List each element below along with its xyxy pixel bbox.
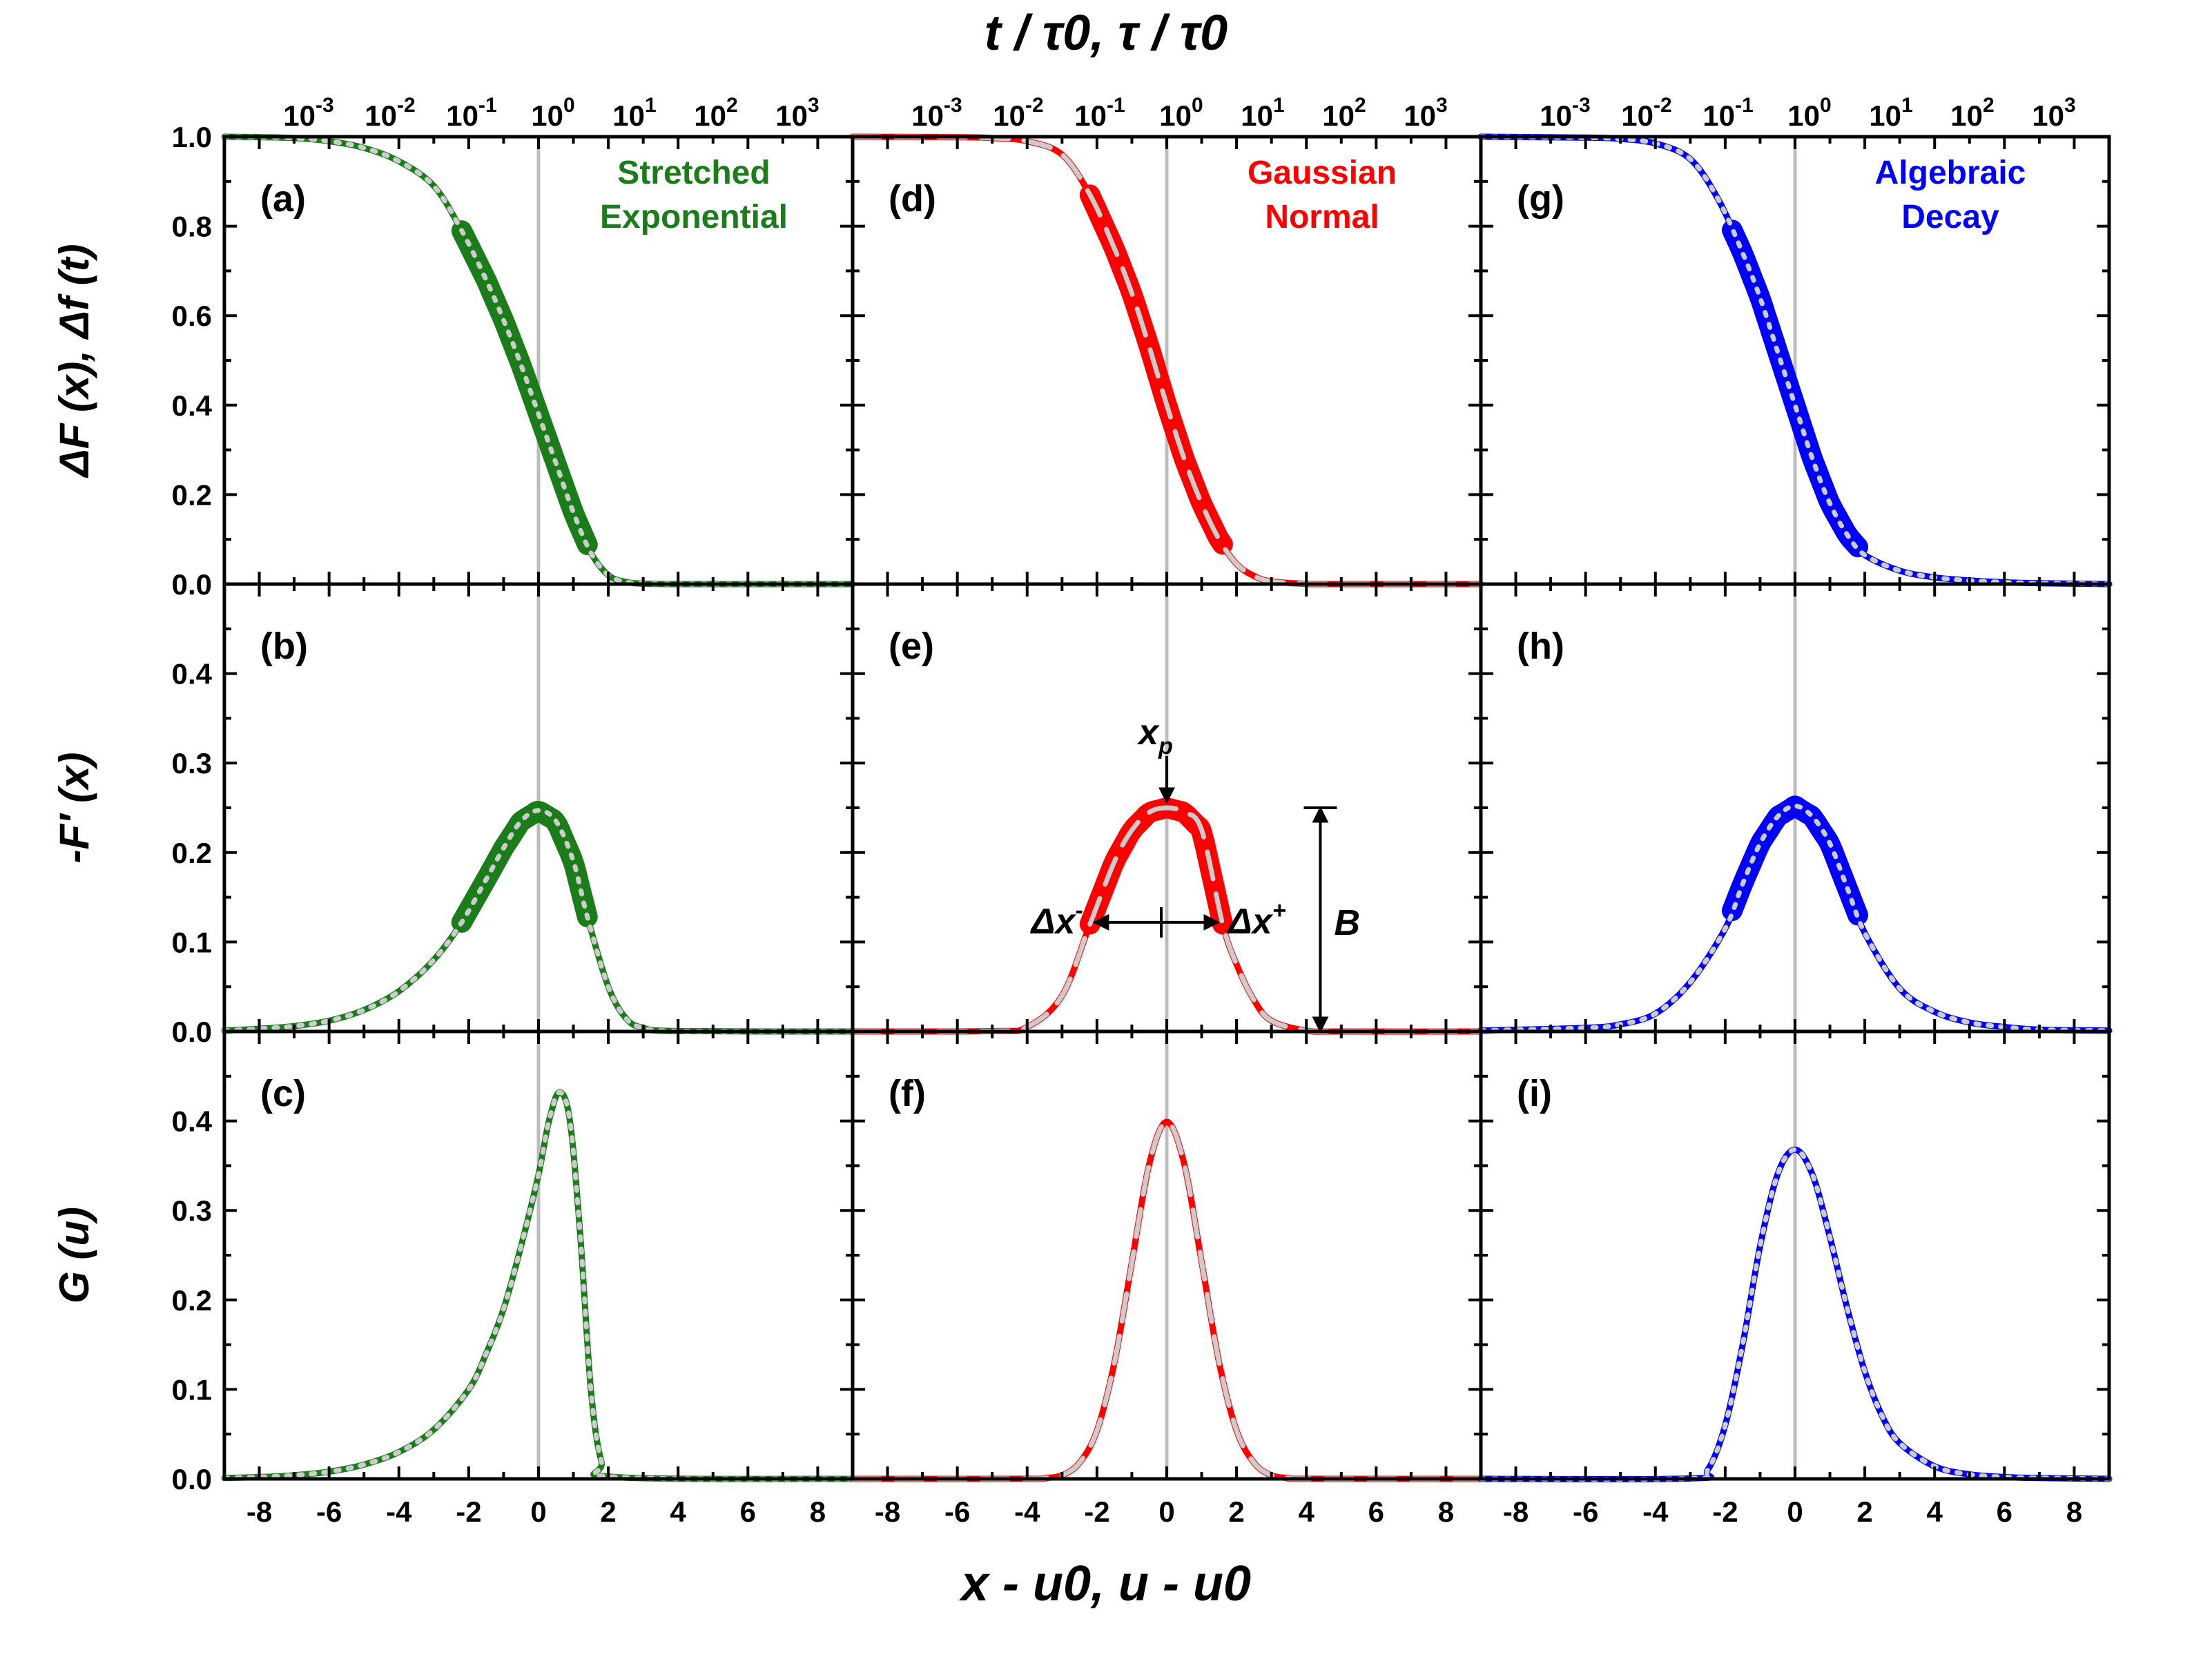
y-tick-label: 0.2 [172, 837, 212, 869]
top-tick-label: 10-2 [1621, 94, 1671, 132]
top-tick-label: 10-3 [1540, 94, 1590, 132]
y-tick-label: 0.0 [172, 1463, 212, 1495]
x-tick-label: -4 [1642, 1495, 1669, 1528]
top-tick-label: 102 [1950, 94, 1994, 132]
right-width-label: Δx+ [1227, 898, 1286, 942]
distribution-type-label-line2: Decay [1901, 199, 1999, 235]
y-tick-label: 0.3 [172, 747, 212, 779]
x-tick-label: 8 [810, 1495, 826, 1528]
fit-curve-(i) [1478, 1147, 2112, 1482]
text-labels: (a) Stretched Exponential (b) (c) -8 -6 -4 -2 0 2 4… [51, 6, 2082, 1611]
top-tick-label: 103 [1404, 94, 1447, 132]
top-tick-label: 10-1 [446, 94, 496, 132]
bottom-axis-title: x - u0, u - u0 [958, 1556, 1251, 1611]
left-width-label: Δx- [1030, 898, 1083, 942]
x-tick-label: -6 [1573, 1495, 1598, 1528]
top-tick-label: 10-1 [1702, 94, 1753, 132]
highlight-segment-(a) [451, 220, 598, 555]
y-tick-label: 0.1 [172, 1373, 212, 1406]
x-tick-label: 6 [1368, 1495, 1384, 1528]
top-axis-title: t / τ0, τ / τ0 [984, 6, 1228, 61]
top-tick-label: 101 [1241, 94, 1284, 132]
panel-label-(d): (d) [889, 178, 936, 220]
y-tick-label: 0.4 [172, 389, 213, 422]
panel-label-(e): (e) [889, 626, 934, 667]
top-tick-label: 102 [1322, 94, 1366, 132]
x-tick-label: -6 [316, 1495, 342, 1528]
top-tick-label: 10-2 [365, 94, 415, 132]
x-tick-label: 6 [740, 1495, 756, 1528]
height-label: B [1334, 903, 1360, 943]
top-tick-label: 10-2 [993, 94, 1043, 132]
x-tick-label: 0 [1158, 1495, 1174, 1528]
panel-label-(a): (a) [260, 178, 306, 220]
axes [222, 135, 2111, 1481]
distribution-type-label-line2: Normal [1265, 199, 1379, 235]
top-tick-label: 100 [531, 94, 574, 132]
distribution-type-label-line1: Algebraic [1875, 155, 2026, 191]
x-tick-label: 0 [1787, 1495, 1803, 1528]
panel-label-(h): (h) [1517, 626, 1564, 667]
y-tick-label: 0.4 [172, 1105, 213, 1138]
fit-curve-(c) [222, 1089, 855, 1482]
y-tick-label: 0.8 [172, 211, 212, 243]
top-tick-label: 101 [612, 94, 656, 132]
y-tick-label: 0.2 [172, 478, 212, 511]
panel-label-(f): (f) [889, 1073, 926, 1114]
panel-label-(b): (b) [260, 626, 308, 667]
x-tick-label: 2 [600, 1495, 616, 1528]
y-tick-label: 0.2 [172, 1284, 212, 1317]
top-tick-label: 100 [1159, 94, 1203, 132]
x-tick-label: 0 [530, 1495, 546, 1528]
y-tick-label: 0.0 [172, 568, 212, 601]
panel-label-(i): (i) [1517, 1073, 1552, 1114]
x-tick-label: 4 [1299, 1495, 1315, 1528]
x-tick-label: 8 [2066, 1495, 2082, 1528]
x-tick-label: 4 [670, 1495, 687, 1528]
fit-curve-(a) [222, 134, 855, 587]
top-tick-label: 103 [2032, 94, 2075, 132]
x-tick-label: 2 [1856, 1495, 1872, 1528]
y-axis-title: ΔF (x), Δf (t) [51, 244, 97, 478]
x-tick-label: 2 [1228, 1495, 1244, 1528]
top-tick-label: 10-3 [911, 94, 962, 132]
fit-curve-(h) [1478, 803, 2112, 1034]
x-tick-label: -6 [944, 1495, 970, 1528]
y-tick-label: 0.1 [172, 926, 212, 958]
y-tick-label: 0.3 [172, 1194, 212, 1227]
x-tick-label: -4 [1014, 1495, 1040, 1528]
panel-label-(c): (c) [260, 1073, 306, 1114]
top-tick-label: 10-3 [283, 94, 333, 132]
x-tick-label: -8 [875, 1495, 900, 1528]
panel-label-(g): (g) [1517, 178, 1564, 220]
top-tick-label: 103 [775, 94, 819, 132]
x-tick-label: -8 [1503, 1495, 1529, 1528]
y-tick-label: 0.0 [172, 1016, 212, 1048]
distribution-type-label-line1: Stretched [617, 155, 770, 191]
x-tick-label: -2 [1712, 1495, 1738, 1528]
y-tick-label: 0.4 [172, 658, 213, 690]
x-tick-label: -2 [456, 1495, 481, 1528]
x-tick-label: -8 [246, 1495, 272, 1528]
y-axis-title: G (u) [51, 1207, 97, 1304]
x-tick-label: 8 [1438, 1495, 1454, 1528]
x-tick-label: -2 [1084, 1495, 1109, 1528]
x-tick-label: 6 [1997, 1495, 2012, 1528]
top-tick-label: 101 [1869, 94, 1912, 132]
top-tick-label: 100 [1787, 94, 1831, 132]
top-tick-label: 102 [694, 94, 737, 132]
distribution-type-label-line1: Gaussian [1248, 155, 1397, 191]
fit-curve-(e) [850, 805, 1484, 1034]
y-tick-label: 0.6 [172, 300, 212, 332]
distribution-type-label-line2: Exponential [600, 199, 788, 235]
x-tick-label: 4 [1927, 1495, 1943, 1528]
top-tick-label: 10-1 [1074, 94, 1125, 132]
peak-label: xp [1136, 713, 1173, 759]
x-tick-label: -4 [386, 1495, 412, 1528]
y-axis-title: -F′ (x) [51, 752, 97, 863]
y-tick-label: 1.0 [172, 121, 212, 153]
fit-curve-(f) [850, 1119, 1484, 1482]
